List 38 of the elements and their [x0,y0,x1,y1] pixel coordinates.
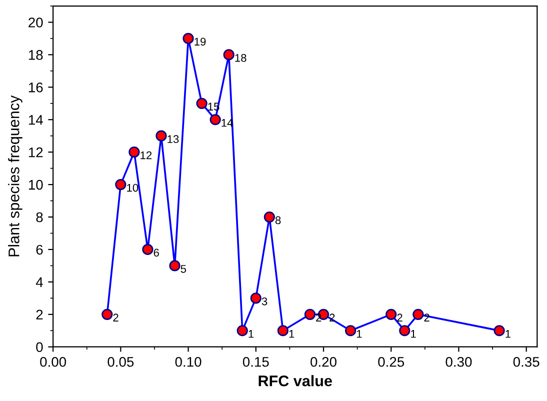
data-label: 2 [397,314,402,322]
y-tick-label: 0 [36,342,43,352]
data-label: 10 [127,184,138,192]
y-axis-title: Plant species frequency [8,95,22,256]
data-label: 19 [194,38,206,46]
x-axis-title: RFC value [258,375,332,386]
data-label: 1 [356,330,362,338]
data-label: 5 [180,265,186,273]
y-tick-label: 2 [36,310,43,320]
y-tick-label: 8 [36,212,43,222]
data-label: 6 [154,248,159,257]
data-label: 3 [262,297,268,306]
x-tick-label: 0.20 [310,356,336,367]
data-label: 1 [248,330,254,338]
y-tick-label: 4 [36,277,43,287]
data-label: 1 [411,330,416,338]
data-label: 1 [506,330,510,338]
x-tick-label: 0.35 [513,356,540,367]
x-tick-label: 0.00 [40,356,66,367]
x-tick-label: 0.30 [446,356,472,367]
x-tick-label: 0.15 [242,356,269,367]
y-tick-label: 14 [28,115,43,125]
data-label: 12 [140,151,152,160]
y-tick-label: 12 [28,147,43,158]
data-label: 13 [168,135,179,144]
data-label: 18 [235,54,246,62]
y-tick-label: 6 [36,244,43,255]
y-tick-label: 18 [28,50,43,60]
data-label: 1 [289,330,294,338]
x-tick-label: 0.25 [378,356,404,367]
y-tick-label: 10 [28,180,43,190]
y-tick-label: 20 [28,18,43,28]
data-label: 2 [113,314,118,322]
x-tick-label: 0.05 [108,356,134,367]
x-tick-label: 0.10 [175,356,202,367]
y-tick-label: 16 [28,82,43,92]
data-label: 8 [275,216,281,224]
data-label: 2 [316,314,322,322]
